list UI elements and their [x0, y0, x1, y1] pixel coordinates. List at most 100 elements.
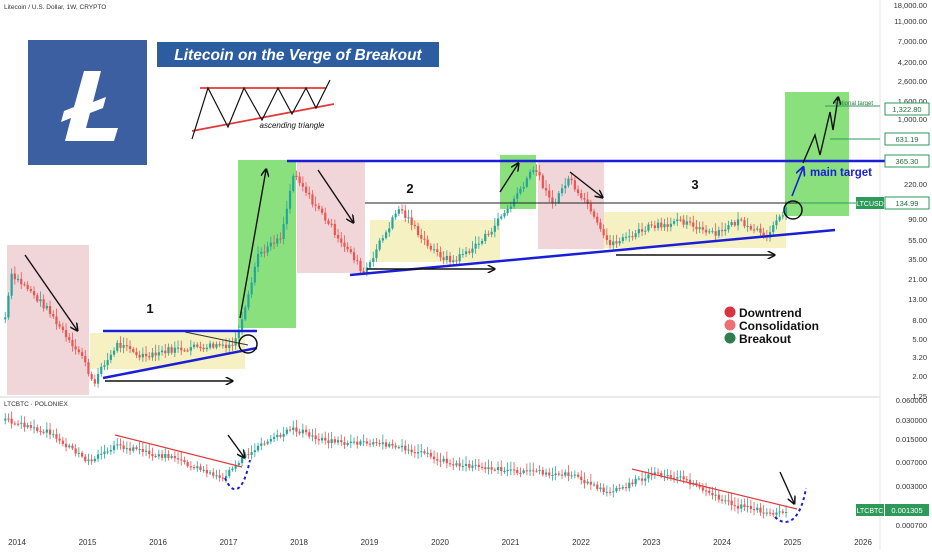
- triangle-price-path: [191, 79, 331, 140]
- candle-body: [612, 241, 615, 246]
- candle-body: [343, 242, 346, 247]
- candle-body: [516, 470, 519, 474]
- candle-body: [125, 345, 128, 347]
- candle-body: [4, 418, 7, 421]
- candle-body: [628, 236, 631, 238]
- candle-body: [432, 456, 436, 460]
- candle-body: [109, 450, 112, 452]
- x-tick-label: 2022: [572, 538, 590, 547]
- price-badge: [884, 154, 930, 168]
- candle-body: [308, 432, 311, 437]
- candle-body: [704, 229, 708, 233]
- candle-body: [740, 504, 743, 509]
- candle-body: [320, 437, 324, 441]
- candle-body: [122, 445, 125, 450]
- candle-body: [672, 477, 676, 479]
- candle-body: [84, 355, 87, 363]
- candle-body: [244, 307, 247, 320]
- candle-body: [436, 459, 439, 461]
- y-tick-label: 0.030000: [896, 416, 927, 425]
- candle-body: [471, 465, 474, 468]
- candle-body: [260, 251, 263, 254]
- y-axis-ltcbtc: 0.060000 0.030000 0.015000 0.007000 0.003000…: [896, 396, 927, 530]
- lower-pane-title: LTCBTC · POLONIEX: [4, 401, 68, 408]
- candle-body: [212, 472, 215, 476]
- candle-body: [762, 232, 765, 236]
- candle-body: [775, 220, 778, 226]
- candle-body: [775, 512, 778, 515]
- candle-body: [708, 231, 711, 233]
- candle-body: [199, 466, 202, 470]
- candle-body: [608, 239, 612, 246]
- downtrend-zone-2014: [7, 245, 89, 395]
- candle-body: [192, 466, 196, 469]
- candle-body: [490, 467, 493, 470]
- candle-body: [45, 429, 48, 433]
- price-badge-label: 365.30: [896, 157, 919, 166]
- candle-body: [176, 347, 180, 349]
- legend-downtrend: Downtrend: [739, 306, 802, 320]
- candle-body: [276, 238, 279, 244]
- candle-body: [84, 456, 87, 462]
- candle-body: [282, 224, 285, 240]
- candle-body: [548, 472, 551, 476]
- legend: Downtrend Consolidation Breakout: [724, 306, 819, 346]
- candle-body: [160, 350, 164, 353]
- candle-body: [106, 359, 109, 366]
- candle-body: [333, 223, 336, 235]
- candle-body: [720, 499, 724, 501]
- candle-body: [752, 509, 756, 511]
- candle-body: [746, 225, 749, 227]
- candle-body: [346, 246, 349, 250]
- candle-body: [404, 445, 407, 451]
- candle-body: [20, 422, 23, 424]
- candle-body: [759, 228, 762, 233]
- candle-body: [420, 235, 423, 239]
- x-axis: 2014 2015 2016 2017 2018 2019 2020 2021 2022 2023…: [8, 538, 872, 547]
- candle-body: [148, 356, 151, 358]
- candle-body: [781, 215, 784, 217]
- candle-body: [292, 427, 295, 431]
- candle-body: [154, 352, 157, 356]
- candle-body: [461, 466, 464, 468]
- candle-body: [602, 487, 605, 493]
- candle-body: [29, 425, 32, 428]
- candle-body: [528, 171, 532, 179]
- candle-body: [468, 251, 471, 253]
- candle-body: [484, 233, 487, 242]
- candle-body: [605, 235, 608, 240]
- symbol-tag-label: LTCUSD: [856, 201, 883, 208]
- candle-body: [509, 206, 512, 209]
- candle-body: [311, 194, 314, 205]
- candle-body: [32, 291, 36, 296]
- candle-body: [93, 379, 96, 384]
- candle-body: [586, 199, 589, 204]
- candle-body: [397, 447, 400, 449]
- candle-body: [132, 447, 135, 451]
- price-badge: [884, 196, 930, 210]
- candle-body: [660, 472, 663, 477]
- candle-body: [231, 344, 234, 346]
- candle-body: [23, 284, 26, 286]
- candle-body: [237, 329, 240, 339]
- chart-title: Litecoin on the Verge of Breakout: [174, 47, 422, 64]
- candle-body: [208, 472, 212, 474]
- candle-body: [119, 444, 122, 446]
- candle-body: [183, 350, 186, 352]
- candle-body: [439, 460, 442, 462]
- candle-body: [570, 178, 573, 181]
- candle-body: [362, 441, 365, 443]
- candle-body: [352, 441, 356, 443]
- candle-body: [112, 350, 116, 355]
- candle-body: [269, 438, 272, 442]
- y-tick-label: 55.00: [908, 236, 927, 245]
- candle-body: [522, 470, 525, 474]
- candle-body: [13, 423, 16, 425]
- candle-body: [132, 349, 135, 352]
- candle-body: [64, 443, 68, 448]
- candle-body: [567, 178, 570, 186]
- candle-body: [324, 212, 327, 221]
- candle-body: [426, 452, 429, 454]
- candle-body: [119, 342, 122, 348]
